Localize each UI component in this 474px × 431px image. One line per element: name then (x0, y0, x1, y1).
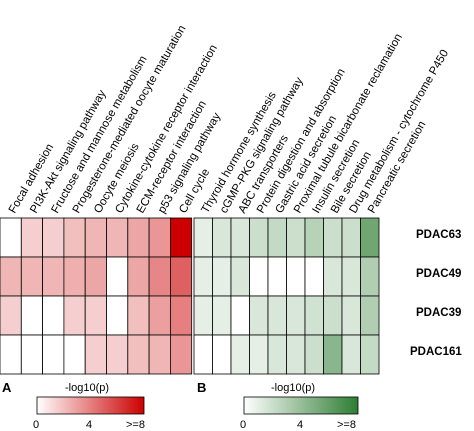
heatmap-cell (286, 217, 306, 258)
heatmap-cell (212, 256, 232, 297)
heatmap-cell (249, 334, 269, 375)
heatmap-cell (106, 256, 129, 297)
legend-tick: >=8 (126, 419, 145, 431)
heatmap-cell (360, 295, 380, 336)
heatmap-cell (84, 295, 107, 336)
heatmap-cell (286, 256, 306, 297)
heatmap-cell (84, 217, 107, 258)
heatmap-cell (63, 217, 86, 258)
heatmap-cell (267, 334, 287, 375)
heatmap-cell (169, 217, 193, 258)
heatmap-cell (230, 256, 250, 297)
heatmap-cell (341, 295, 361, 336)
row-label: PDAC49 (416, 268, 461, 280)
row-label: PDAC161 (410, 346, 462, 358)
heatmap-cell (249, 256, 269, 297)
heatmap-cell (169, 256, 193, 297)
panel-letter-a: A (2, 380, 12, 395)
heatmap-cell (0, 295, 22, 336)
legend-title: -log10(p) (271, 382, 315, 394)
heatmap-cell (42, 217, 65, 258)
heatmap-cell (193, 334, 213, 375)
legend-tick: 0 (240, 419, 246, 431)
heatmap-cell (148, 256, 171, 297)
heatmap-cell (267, 217, 287, 258)
heatmap-cell (106, 217, 129, 258)
heatmap-cell (323, 334, 343, 375)
heatmap-cell (127, 217, 150, 258)
heatmap-cell (20, 217, 43, 258)
heatmap-cell (286, 295, 306, 336)
legend-tick: 4 (86, 419, 92, 431)
heatmap-cell (323, 256, 343, 297)
heatmap-cell (341, 334, 361, 375)
heatmap-cell (323, 295, 343, 336)
column-label: Drug metabolism - cytochrome P450 (347, 48, 451, 216)
heatmap-cell (193, 295, 213, 336)
heatmap-cell (360, 256, 380, 297)
heatmap-cell (360, 217, 380, 258)
heatmap-cell (148, 334, 171, 375)
heatmap-cell (304, 295, 324, 336)
legend-tick: 4 (297, 419, 303, 431)
heatmap-cell (42, 334, 65, 375)
legend-title: -log10(p) (65, 382, 109, 394)
heatmap-cell (267, 295, 287, 336)
heatmap-cell (212, 295, 232, 336)
heatmap-cell (127, 295, 150, 336)
heatmap-cell (63, 334, 86, 375)
legend-b: -log10(p) 0 4 >=8 (240, 382, 359, 431)
heatmap-cell (249, 217, 269, 258)
heatmap-cell (267, 256, 287, 297)
heatmap-cell (0, 256, 22, 297)
heatmap-cell (127, 334, 150, 375)
heatmap-cell (341, 217, 361, 258)
heatmap-cell (193, 256, 213, 297)
legend-tick: >=8 (337, 419, 356, 431)
heatmap-cell (63, 256, 86, 297)
heatmap-cell (42, 256, 65, 297)
heatmap-cell (286, 334, 306, 375)
panel-letter-b: B (197, 380, 206, 395)
legend-a: -log10(p) 0 4 >=8 (33, 382, 145, 431)
heatmap-cell (20, 334, 43, 375)
heatmap-cell (0, 334, 22, 375)
heatmap-cell (360, 334, 380, 375)
heatmap-cell (230, 217, 250, 258)
heatmap-cell (249, 295, 269, 336)
heatmap-cell (169, 295, 193, 336)
heatmap-cell (0, 217, 22, 258)
legend-tick: 0 (33, 419, 39, 431)
heatmap-cell (63, 295, 86, 336)
heatmap-cell (304, 256, 324, 297)
heatmap-cell (304, 334, 324, 375)
heatmap-cell (84, 256, 107, 297)
heatmap-cell (323, 217, 343, 258)
heatmap-cell (106, 295, 129, 336)
heatmap-cell (230, 334, 250, 375)
heatmap-cell (304, 217, 324, 258)
heatmap-cell (212, 217, 232, 258)
heatmap-cell (148, 217, 171, 258)
heatmap-cell (127, 256, 150, 297)
heatmap-cell (20, 295, 43, 336)
row-label: PDAC39 (416, 307, 461, 319)
heatmap-cell (193, 217, 213, 258)
heatmap-cell (212, 334, 232, 375)
heatmap-cell (42, 295, 65, 336)
heatmap-cell (106, 334, 129, 375)
heatmap-cell (341, 256, 361, 297)
heatmap-cell (230, 295, 250, 336)
row-label: PDAC63 (416, 229, 461, 241)
heatmap-cell (169, 334, 193, 375)
heatmap-cell (20, 256, 43, 297)
heatmap-cell (148, 295, 171, 336)
legend-gradient-bar (36, 396, 145, 415)
legend-gradient-bar (243, 396, 359, 415)
heatmap-cell (84, 334, 107, 375)
